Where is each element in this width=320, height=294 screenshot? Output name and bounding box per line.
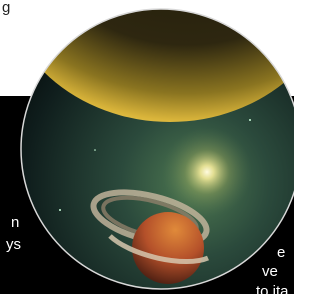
text-fragment: g (2, 0, 10, 16)
text-fragment: n (11, 214, 19, 231)
text-fragment: to ita (256, 283, 289, 294)
text-fragment: e (277, 244, 285, 261)
page: g n ys e ve to ita (0, 0, 294, 294)
text-fragment: ys (6, 236, 21, 253)
text-fragment: ve (262, 263, 278, 280)
